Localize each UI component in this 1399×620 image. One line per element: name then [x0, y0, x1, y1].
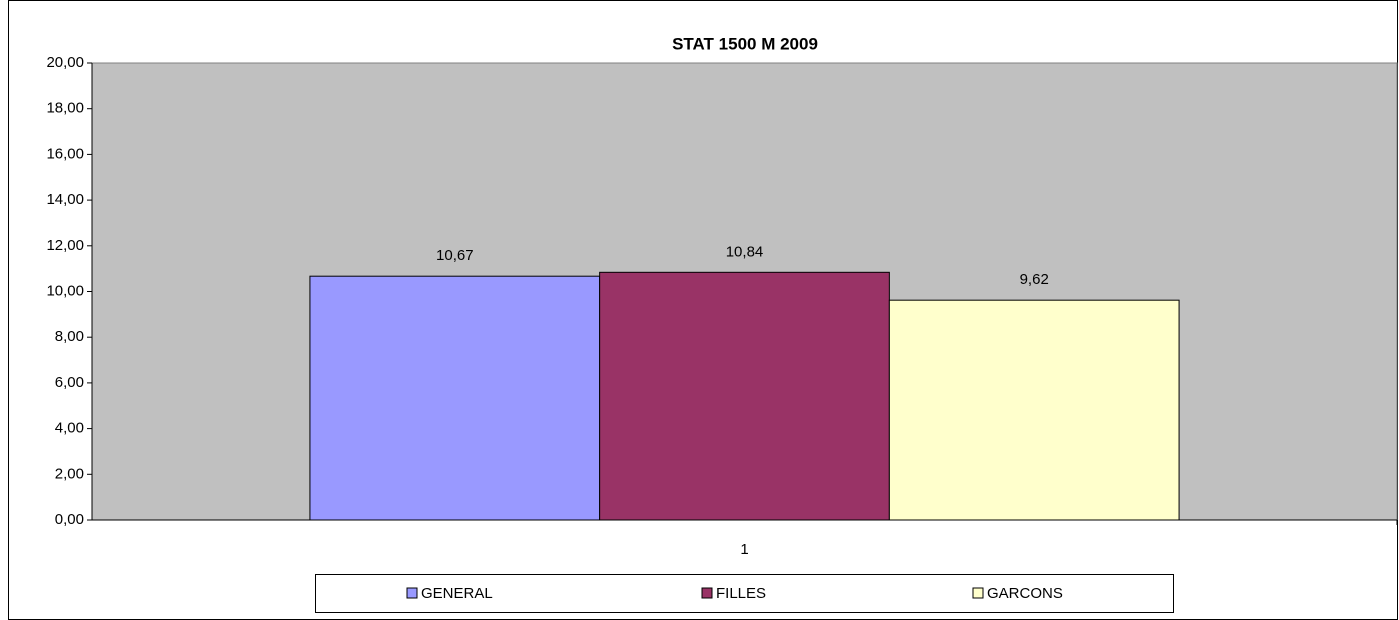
data-label: 9,62 — [1020, 271, 1049, 288]
y-tick-label: 18,00 — [46, 100, 84, 117]
y-tick-label: 6,00 — [55, 374, 84, 391]
legend-swatch — [972, 587, 984, 599]
legend-swatch — [701, 587, 713, 599]
data-label: 10,84 — [726, 243, 764, 260]
y-tick-label: 12,00 — [46, 237, 84, 254]
y-tick-label: 2,00 — [55, 465, 84, 482]
bar — [309, 275, 601, 521]
legend-swatch — [406, 587, 418, 599]
y-tick-label: 10,00 — [46, 282, 84, 299]
y-tick-label: 16,00 — [46, 145, 84, 162]
x-tick-label: 1 — [740, 541, 748, 558]
chart-title: STAT 1500 M 2009 — [672, 34, 818, 53]
legend-label: GARCONS — [987, 585, 1063, 602]
legend-label: GENERAL — [421, 585, 493, 602]
bar — [599, 271, 890, 521]
y-tick-label: 14,00 — [46, 191, 84, 208]
legend-label: FILLES — [716, 585, 766, 602]
bar — [888, 299, 1180, 521]
y-tick-label: 8,00 — [55, 328, 84, 345]
y-tick-label: 4,00 — [55, 420, 84, 437]
y-tick-label: 20,00 — [46, 54, 84, 71]
data-label: 10,67 — [436, 247, 474, 264]
y-tick-label: 0,00 — [55, 511, 84, 528]
legend-box — [315, 574, 1174, 613]
